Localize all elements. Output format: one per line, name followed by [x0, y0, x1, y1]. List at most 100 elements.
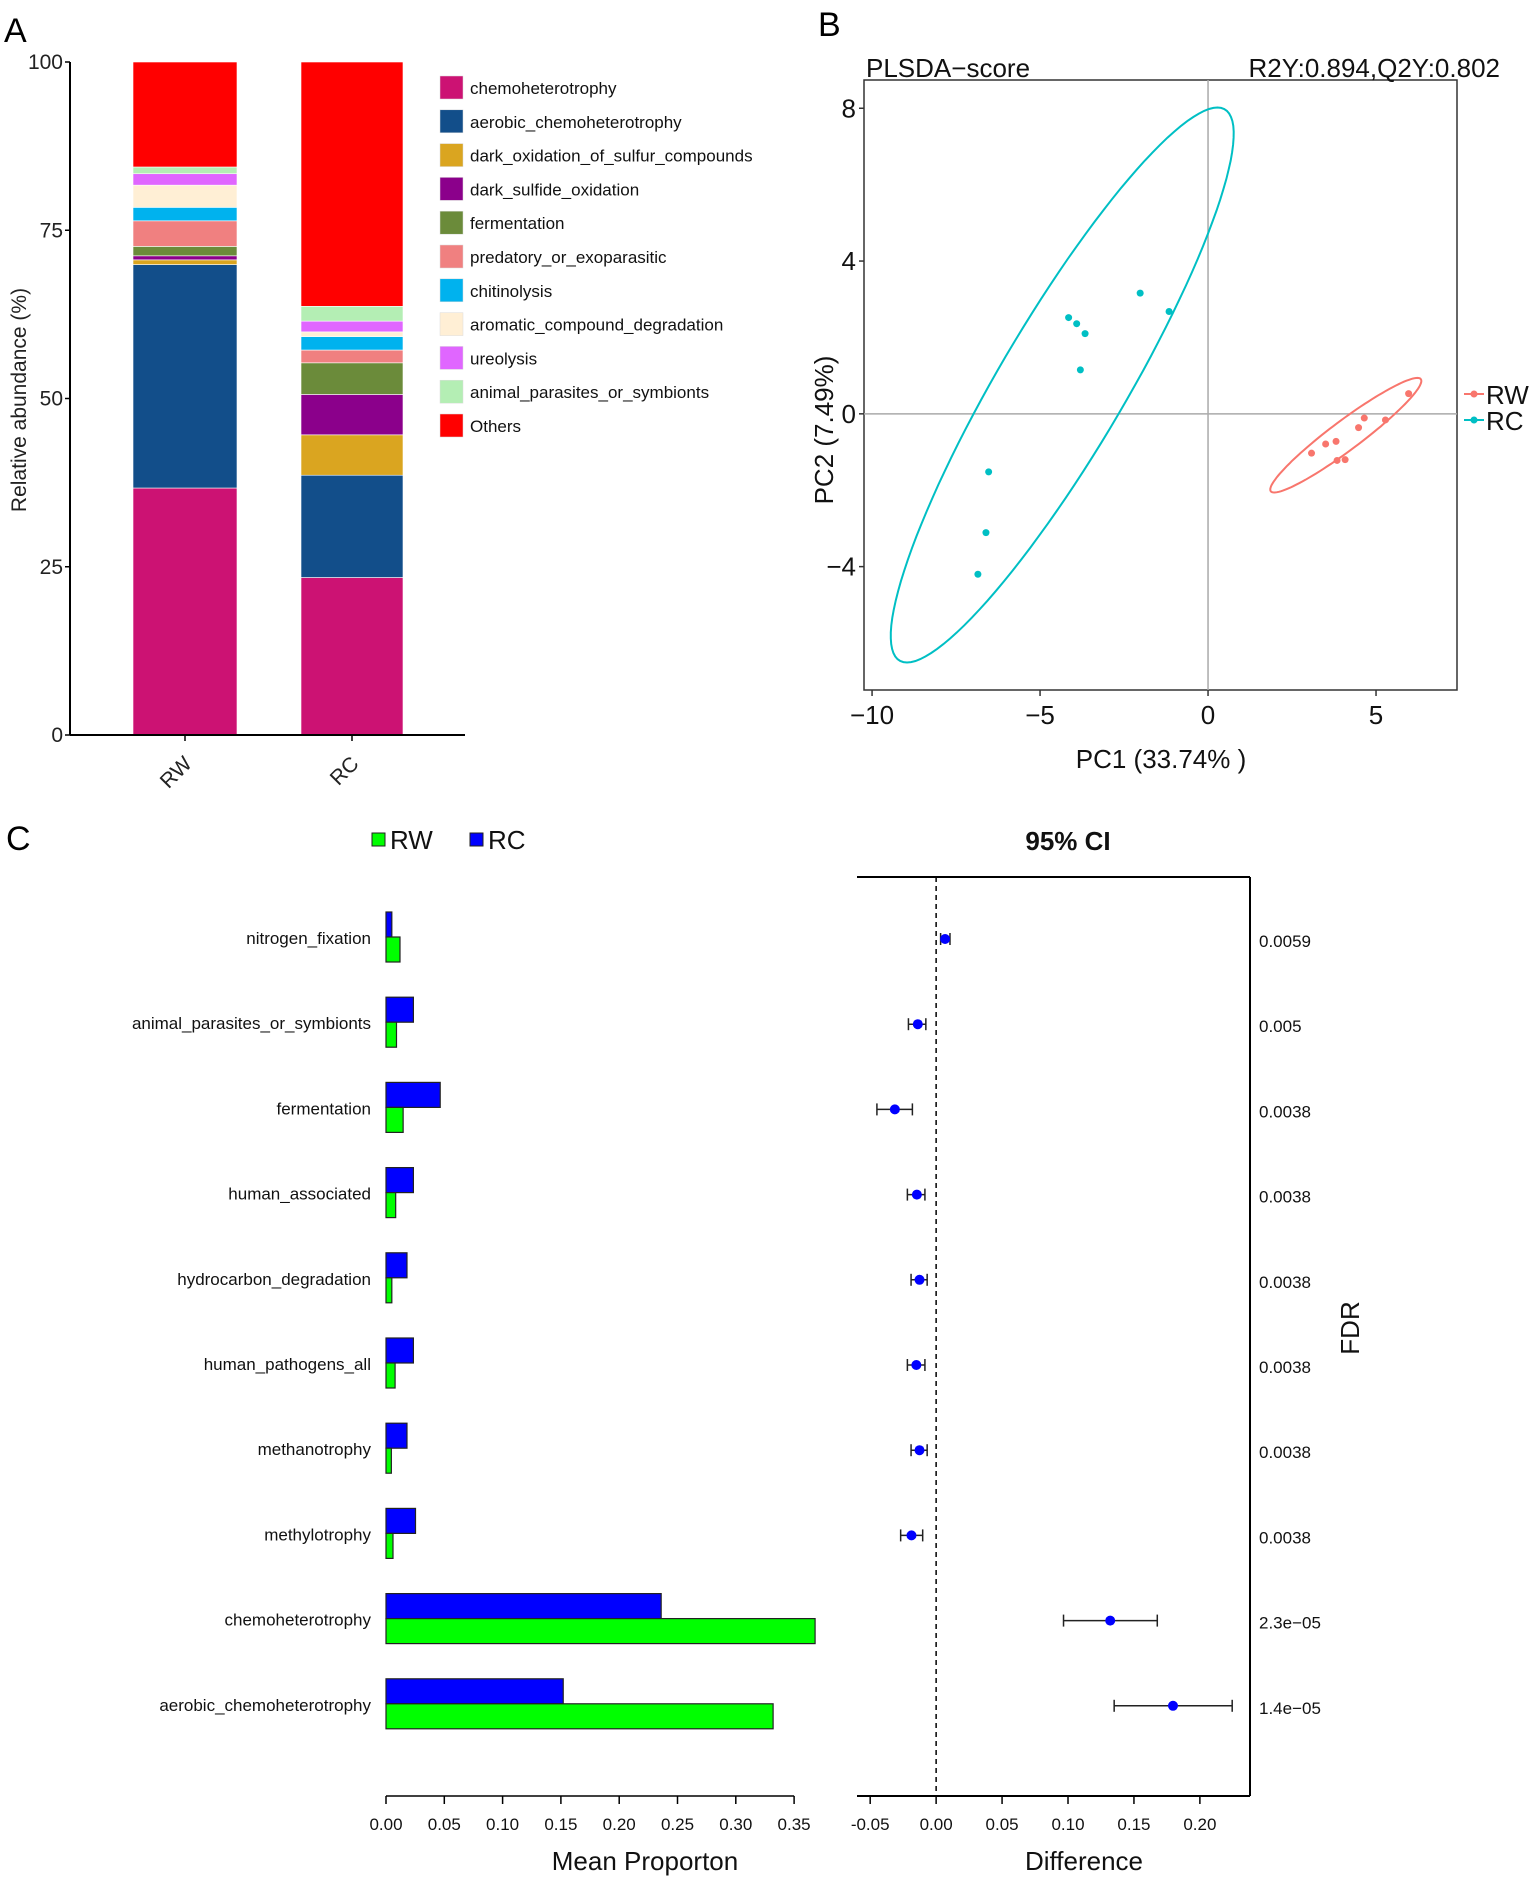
bar-rc-human-pathogens-all	[385, 1337, 415, 1364]
legend-label: dark_sulfide_oxidation	[470, 180, 639, 199]
bar-segment-rc-others	[300, 61, 404, 307]
legend-label: chemoheterotrophy	[470, 79, 617, 98]
y-tick-label: 25	[40, 556, 63, 579]
legend-swatch	[439, 177, 464, 201]
panel-label-c: C	[6, 820, 31, 858]
bar-rw-nitrogen-fixation	[385, 936, 401, 963]
bar-segment-rw-aromatic-compound-degradation	[132, 184, 238, 208]
x-tick-label: 0	[1201, 700, 1215, 730]
data-point-rw	[1405, 390, 1413, 398]
x-tick-label: -0.05	[851, 1815, 890, 1834]
legend-label: RC	[1486, 406, 1524, 436]
bar-rc-fermentation	[385, 1081, 441, 1109]
bar-segment-rw-aerobic-chemoheterotrophy	[132, 264, 238, 489]
category-label: aerobic_chemoheterotrophy	[159, 1696, 371, 1715]
data-point-rc	[1136, 289, 1144, 297]
data-point-rw	[1381, 416, 1389, 424]
data-point-rc	[974, 570, 982, 578]
plot-subtitle: R2Y:0.894,Q2Y:0.802	[1248, 53, 1500, 83]
fdr-value: 2.3e−05	[1259, 1614, 1321, 1633]
y-tick-label: −4	[826, 552, 856, 582]
category-label: nitrogen_fixation	[246, 929, 371, 948]
y-tick-label: 8	[842, 93, 856, 123]
difference-point	[940, 934, 951, 944]
data-point-rc	[982, 529, 990, 537]
data-point-rc	[1065, 314, 1073, 322]
x-tick-label: RW	[156, 752, 197, 793]
legend-swatch	[439, 413, 464, 438]
x-tick-label: 0.00	[369, 1815, 402, 1834]
bar-rc-hydrocarbon-degradation	[385, 1252, 408, 1279]
x-tick-label: 0.15	[1117, 1815, 1150, 1834]
category-label: methanotrophy	[258, 1440, 372, 1459]
legend-swatch	[439, 109, 464, 134]
plot-frame	[863, 79, 1458, 691]
legend-swatch	[439, 143, 464, 167]
bar-rw-human-associated	[385, 1191, 397, 1219]
x-axis-title: Mean Proporton	[552, 1846, 738, 1876]
bar-segment-rw-ureolysis	[132, 173, 238, 186]
y-tick-label: 0	[51, 724, 63, 747]
bar-segment-rc-dark-oxidation-of-sulfur-compounds	[300, 434, 404, 476]
bar-segment-rc-fermentation	[300, 362, 404, 395]
bar-segment-rc-aerobic-chemoheterotrophy	[300, 474, 404, 578]
data-point-rw	[1360, 414, 1368, 422]
difference-point	[906, 1530, 917, 1541]
data-point-rc	[1165, 307, 1173, 315]
y-axis-title: PC2 (7.49%)	[809, 356, 839, 505]
legend-swatch	[439, 210, 464, 235]
difference-point	[914, 1274, 925, 1285]
x-axis-title: PC1 (33.74% )	[1076, 744, 1247, 774]
legend-swatch-rc	[469, 832, 484, 847]
fdr-value: 0.0038	[1259, 1528, 1311, 1547]
x-tick-label: 0.30	[719, 1815, 752, 1834]
y-tick-label: 100	[28, 51, 63, 74]
data-point-rw	[1333, 456, 1341, 464]
x-tick-label: 0.00	[920, 1815, 953, 1834]
category-label: human_associated	[228, 1185, 371, 1204]
x-axis-title: Difference	[1025, 1846, 1143, 1876]
data-point-rw	[1308, 449, 1316, 457]
bar-rw-fermentation	[385, 1106, 404, 1134]
bar-rw-methylotrophy	[385, 1532, 394, 1560]
legend-label: animal_parasites_or_symbionts	[470, 383, 709, 402]
legend-label: RW	[1486, 380, 1529, 410]
x-tick-label: 0.20	[1183, 1815, 1216, 1834]
legend-label: RC	[488, 825, 526, 855]
data-point-rw	[1332, 437, 1340, 445]
bar-segment-rw-others	[132, 61, 238, 168]
bar-segment-rc-ureolysis	[300, 320, 404, 333]
legend-swatch	[439, 75, 464, 100]
bar-segment-rc-aromatic-compound-degradation	[300, 331, 404, 337]
legend-swatch-rw	[371, 832, 386, 847]
bar-rc-methylotrophy	[385, 1507, 417, 1535]
x-tick-label: 0.15	[544, 1815, 577, 1834]
bar-rc-nitrogen-fixation	[385, 911, 393, 938]
x-tick-label: RC	[326, 752, 364, 790]
y-tick-label: 0	[842, 399, 856, 429]
bar-segment-rw-predatory-or-exoparasitic	[132, 220, 238, 247]
difference-point	[911, 1189, 922, 1200]
fdr-value: 0.0038	[1259, 1188, 1311, 1207]
y-tick-label: 50	[40, 388, 63, 411]
difference-point	[914, 1445, 925, 1456]
bar-rc-methanotrophy	[385, 1422, 408, 1449]
data-point-rw	[1322, 440, 1330, 448]
x-tick-label: 0.25	[661, 1815, 694, 1834]
fdr-value: 0.005	[1259, 1017, 1302, 1036]
bar-rc-aerobic-chemoheterotrophy	[385, 1678, 564, 1705]
fdr-value: 0.0059	[1259, 932, 1311, 951]
bar-rw-hydrocarbon-degradation	[385, 1277, 393, 1304]
data-point-rw	[1341, 456, 1349, 464]
bar-segment-rc-predatory-or-exoparasitic	[300, 349, 404, 364]
fdr-value: 0.0038	[1259, 1358, 1311, 1377]
bar-segment-rc-chitinolysis	[300, 336, 404, 351]
x-tick-label: 0.20	[603, 1815, 636, 1834]
difference-point	[911, 1360, 922, 1370]
x-tick-label: 0.05	[986, 1815, 1019, 1834]
bar-rw-chemoheterotrophy	[385, 1617, 816, 1645]
fdr-value: 0.0038	[1259, 1273, 1311, 1292]
legend-label: ureolysis	[470, 349, 537, 368]
category-label: human_pathogens_all	[204, 1355, 371, 1374]
legend-swatch	[439, 244, 464, 269]
